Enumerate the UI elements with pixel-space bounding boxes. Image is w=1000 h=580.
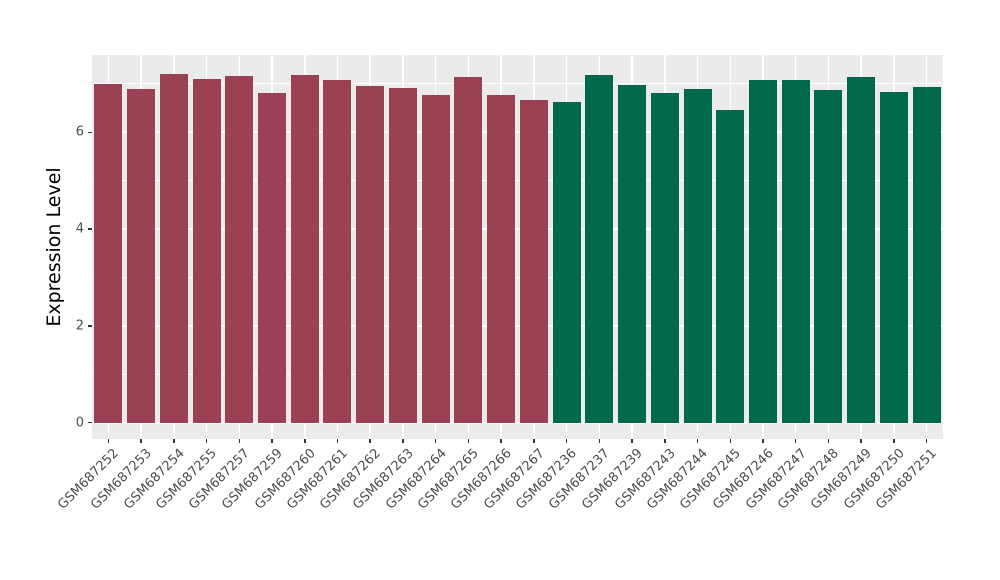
x-tick-mark-GSM687265: [467, 439, 470, 443]
bar-GSM687249: [847, 77, 876, 423]
x-tick-mark-GSM687266: [500, 439, 502, 443]
gridline-minor-y7: [92, 83, 943, 85]
y-tick-mark-4: [88, 228, 92, 230]
gridline-major-y6: [92, 131, 943, 134]
x-tick-mark-GSM687252: [107, 439, 110, 443]
bar-GSM687237: [585, 75, 614, 423]
y-axis-title-text: Expression Level: [43, 167, 65, 327]
x-tick-mark-GSM687251: [925, 439, 928, 443]
gridline-minor-y5: [92, 180, 943, 182]
bar-GSM687245: [716, 109, 745, 423]
bar-GSM687263: [388, 88, 417, 423]
bar-GSM687267: [519, 100, 548, 423]
plot-panel: [92, 55, 943, 439]
x-tick-mark-GSM687267: [533, 439, 535, 443]
x-tick-mark-GSM687253: [140, 439, 142, 443]
x-tick-mark-GSM687264: [434, 439, 437, 443]
bar-GSM687260: [290, 75, 319, 423]
y-tick-mark-2: [88, 325, 92, 327]
x-tick-mark-GSM687250: [893, 439, 895, 443]
x-tick-mark-GSM687254: [173, 439, 175, 443]
x-tick-mark-GSM687247: [794, 439, 797, 443]
y-tick-label-text: 6: [75, 124, 84, 140]
x-tick-mark-GSM687260: [304, 439, 306, 443]
bar-GSM687239: [618, 85, 647, 423]
y-tick-label-text: 2: [75, 318, 84, 334]
bar-GSM687251: [912, 86, 941, 423]
bar-GSM687257: [225, 75, 254, 423]
gridline-major-y2: [92, 324, 943, 327]
bar-GSM687244: [683, 88, 712, 423]
bar-GSM687264: [421, 94, 450, 423]
y-tick-label-text: 4: [75, 221, 84, 237]
x-tick-mark-GSM687249: [860, 439, 862, 443]
y-tick-mark-6: [88, 131, 92, 134]
bar-GSM687253: [127, 88, 156, 423]
x-tick-mark-GSM687248: [827, 439, 830, 443]
bar-GSM687265: [454, 77, 483, 423]
bar-GSM687243: [650, 93, 679, 423]
bar-GSM687255: [192, 79, 221, 423]
x-tick-mark-GSM687245: [729, 439, 731, 443]
bar-GSM687259: [258, 92, 287, 423]
x-tick-mark-GSM687246: [762, 439, 764, 443]
x-tick-mark-GSM687261: [336, 439, 339, 443]
y-tick-mark-0: [88, 421, 92, 424]
x-tick-mark-GSM687237: [598, 439, 601, 443]
gridline-major-y4: [92, 228, 943, 231]
gridline-major-y0: [92, 421, 943, 424]
bar-GSM687254: [159, 74, 188, 423]
bar-GSM687246: [748, 79, 777, 423]
x-tick-mark-GSM687263: [402, 439, 404, 443]
bar-GSM687266: [487, 95, 516, 423]
x-tick-mark-GSM687262: [369, 439, 371, 443]
bar-GSM687261: [323, 79, 352, 423]
x-tick-mark-GSM687259: [271, 439, 273, 443]
bar-GSM687248: [814, 90, 843, 423]
gridline-minor-y3: [92, 277, 943, 278]
x-tick-mark-GSM687236: [565, 439, 568, 443]
bar-GSM687250: [879, 92, 908, 423]
bar-GSM687262: [356, 85, 385, 423]
bar-GSM687247: [781, 80, 810, 423]
bar-GSM687236: [552, 101, 581, 423]
x-tick-mark-GSM687243: [664, 439, 666, 443]
gridline-minor-y1: [92, 373, 943, 375]
y-tick-label-text: 0: [75, 415, 84, 431]
x-tick-mark-GSM687257: [238, 439, 241, 443]
x-tick-mark-GSM687255: [205, 439, 208, 443]
x-tick-mark-GSM687244: [696, 439, 699, 443]
bar-GSM687252: [94, 83, 123, 423]
x-tick-mark-GSM687239: [631, 439, 633, 443]
